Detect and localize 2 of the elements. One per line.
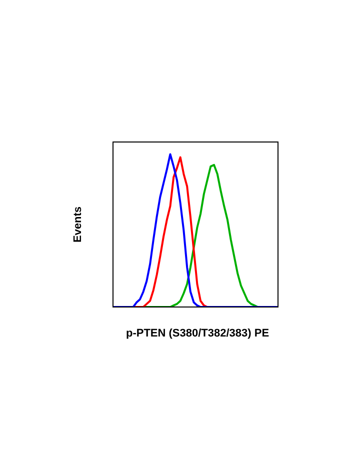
- x-axis-title: p-PTEN (S380/T382/383) PE: [126, 328, 270, 340]
- y-axis-title: Events: [72, 206, 84, 243]
